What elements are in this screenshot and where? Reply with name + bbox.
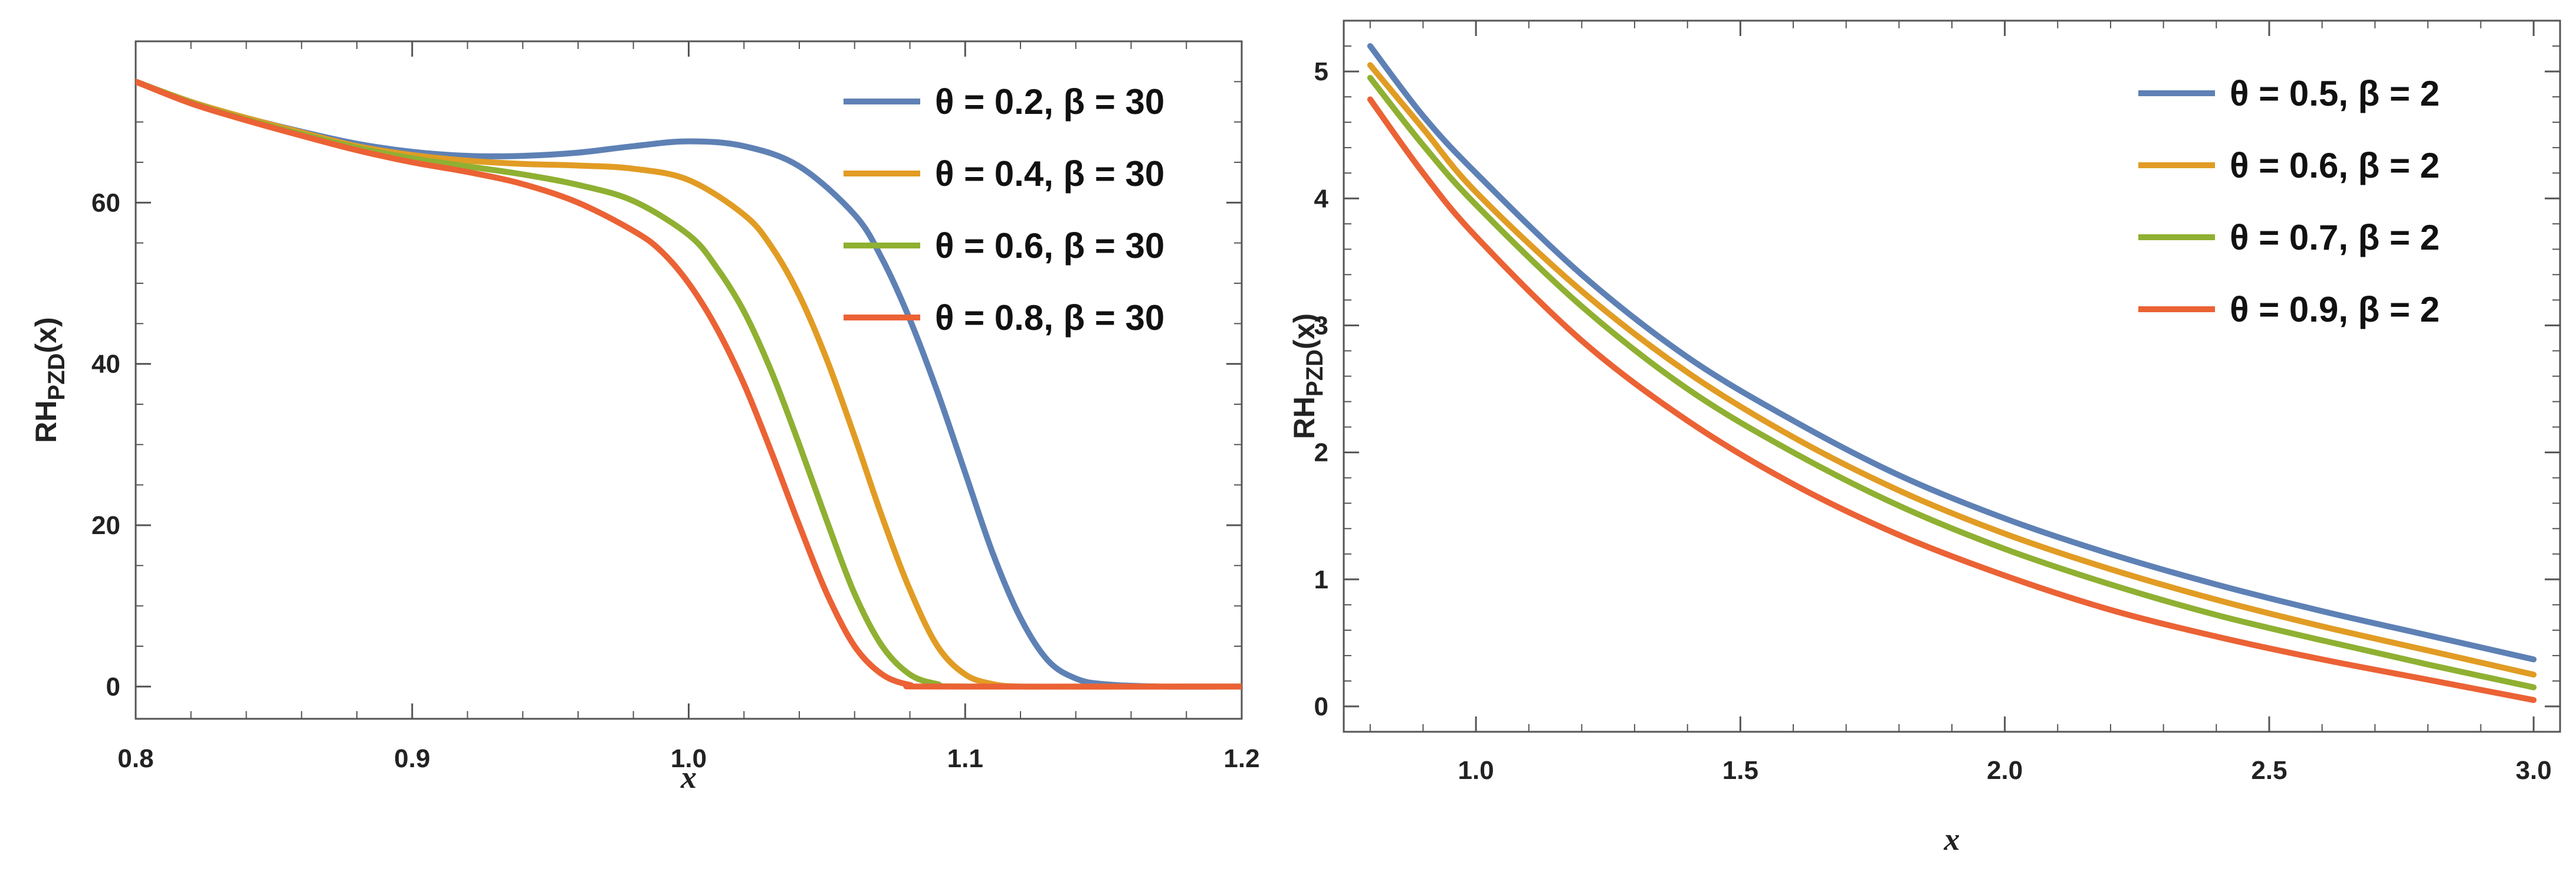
legend-entry-label: θ = 0.5, β = 2	[2230, 74, 2440, 113]
y-tick-label: 1	[1314, 565, 1328, 594]
x-tick-label: 3.0	[2516, 756, 2552, 785]
y-tick-label: 2	[1314, 438, 1328, 467]
y-tick-label: 4	[1314, 184, 1329, 213]
y-axis-label: RHPZD(x)	[29, 317, 70, 443]
y-tick-label: 40	[91, 350, 120, 379]
chart-right: 1.0 1.5 2.0 2.5 3.0 0 1 2 3 4 5 x RHPZD(x) θ = 0.5, β…	[1288, 19, 2561, 857]
y-tick-label: 0	[1314, 692, 1328, 721]
legend-entry-label: θ = 0.9, β = 2	[2230, 290, 2440, 329]
x-axis-label: x	[680, 760, 697, 795]
y-axis-label-subscript: PZD	[1302, 349, 1328, 397]
x-tick-label: 2.5	[2251, 756, 2287, 785]
legend-entry-label: θ = 0.4, β = 30	[935, 154, 1164, 194]
x-tick-label: 1.0	[1458, 756, 1494, 785]
y-axis-label-tail: (x)	[29, 317, 63, 353]
x-tick-label: 0.8	[117, 744, 153, 773]
x-tick-label: 0.9	[394, 744, 430, 773]
x-tick-label: 1.1	[947, 744, 983, 773]
y-axis-label-tail: (x)	[1288, 313, 1321, 349]
y-axis-label-main: RH	[29, 400, 63, 443]
x-tick-label: 1.2	[1223, 744, 1259, 773]
x-axis-label: x	[1944, 821, 1960, 857]
y-tick-label: 0	[106, 672, 120, 701]
series-line-4	[136, 78, 1242, 690]
y-axis-label: RHPZD(x)	[1288, 313, 1328, 439]
y-tick-label: 5	[1314, 57, 1328, 86]
legend-entry-label: θ = 0.2, β = 30	[935, 82, 1164, 122]
y-tick-label: 20	[91, 511, 120, 540]
y-tick-label: 60	[91, 188, 120, 217]
legend-entry-label: θ = 0.7, β = 2	[2230, 218, 2440, 257]
legend-entry-label: θ = 0.8, β = 30	[935, 298, 1164, 338]
chart-left: 0.8 0.9 1.0 1.1 1.2 0 20 40 60 x RHPZD(x) θ = 0.2, …	[29, 40, 1260, 795]
series-line-1	[1367, 43, 2537, 663]
series-line-4	[1367, 96, 2537, 703]
y-axis-label-subscript: PZD	[44, 353, 70, 400]
legend-entry-label: θ = 0.6, β = 30	[935, 226, 1164, 266]
legend-entry-label: θ = 0.6, β = 2	[2230, 146, 2440, 185]
x-tick-label: 1.0	[671, 744, 707, 773]
y-tick-label: 3	[1314, 311, 1328, 340]
series-line-3	[1367, 74, 2537, 690]
x-tick-label: 1.5	[1722, 756, 1758, 785]
series-line-2	[1367, 62, 2537, 678]
x-tick-label: 2.0	[1987, 756, 2023, 785]
y-axis-label-main: RH	[1288, 397, 1321, 439]
